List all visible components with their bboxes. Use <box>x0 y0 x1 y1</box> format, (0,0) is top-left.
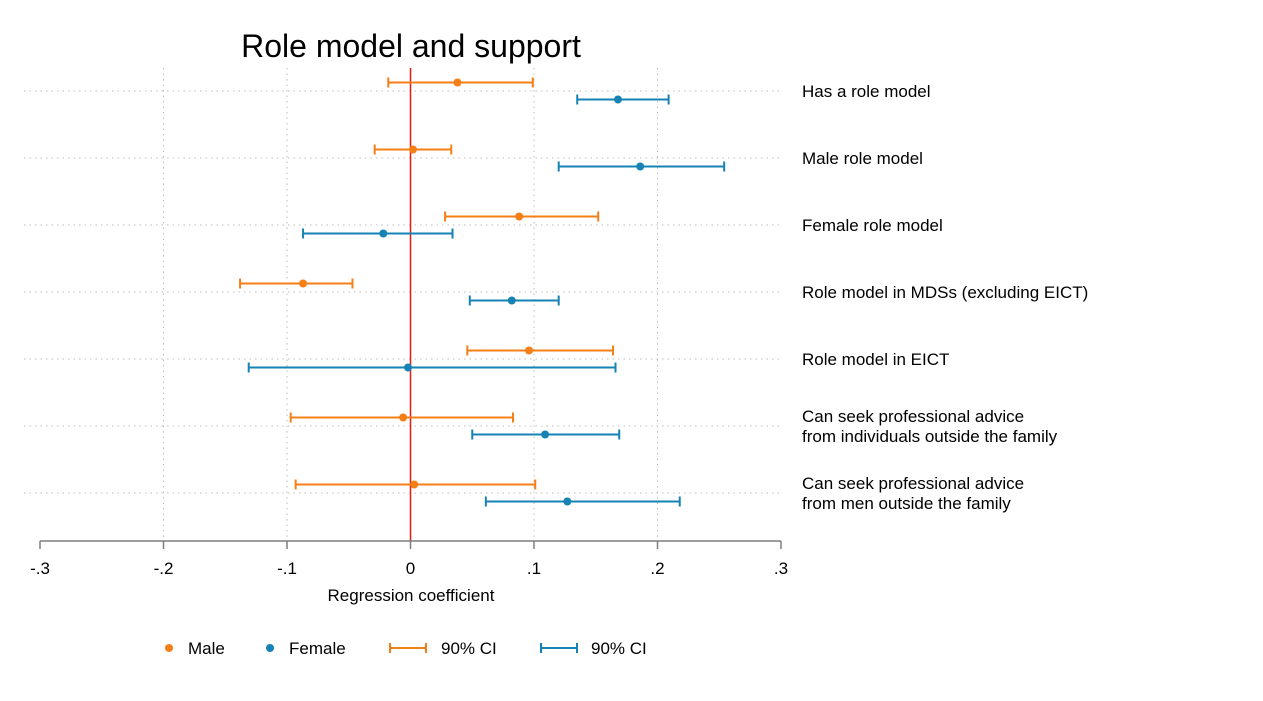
x-tick-label: .1 <box>527 559 541 578</box>
x-axis: -.3 -.2 -.1 0 .1 .2 .3 <box>30 540 788 578</box>
legend-male-ci-label: 90% CI <box>441 639 497 658</box>
female-point-estimate <box>507 296 516 305</box>
category-label-line: from individuals outside the family <box>802 427 1058 446</box>
legend-female-marker <box>266 644 274 652</box>
category-label-line: Role model in EICT <box>802 350 949 369</box>
category-label-line: Male role model <box>802 149 923 168</box>
data-marks <box>239 77 726 507</box>
legend: Male Female 90% CI 90% CI <box>165 639 647 658</box>
category-label: Female role model <box>802 216 943 235</box>
female-point-estimate <box>563 497 572 506</box>
female-point-estimate <box>379 229 388 238</box>
x-tick-label: -.2 <box>154 559 174 578</box>
category-label: Role model in MDSs (excluding EICT) <box>802 283 1088 302</box>
legend-male-label: Male <box>188 639 225 658</box>
category-label: Can seek professional advice from men out… <box>802 474 1024 513</box>
female-point-estimate <box>541 430 550 439</box>
category-label-line: Has a role model <box>802 82 931 101</box>
gridlines <box>24 68 781 541</box>
x-tick-label: .2 <box>650 559 664 578</box>
legend-female-ci-label: 90% CI <box>591 639 647 658</box>
chart-title: Role model and support <box>241 28 581 64</box>
category-label-line: from men outside the family <box>802 494 1011 513</box>
x-tick-label: .3 <box>774 559 788 578</box>
x-tick-label: -.1 <box>277 559 297 578</box>
legend-female-label: Female <box>289 639 346 658</box>
male-point-estimate <box>453 78 462 87</box>
category-label: Has a role model <box>802 82 931 101</box>
x-axis-title: Regression coefficient <box>328 586 495 605</box>
category-label-line: Role model in MDSs (excluding EICT) <box>802 283 1088 302</box>
category-label-line: Female role model <box>802 216 943 235</box>
category-label: Can seek professional advice from individ… <box>802 407 1058 446</box>
male-point-estimate <box>408 145 417 154</box>
male-point-estimate <box>410 480 419 489</box>
category-label-line: Can seek professional advice <box>802 407 1024 426</box>
category-labels: Has a role model Male role model Female ro… <box>802 82 1088 513</box>
female-point-estimate <box>636 162 645 171</box>
female-point-estimate <box>404 363 413 372</box>
male-point-estimate <box>515 212 524 221</box>
category-label: Male role model <box>802 149 923 168</box>
male-point-estimate <box>525 346 534 355</box>
x-tick-label: -.3 <box>30 559 50 578</box>
category-label-line: Can seek professional advice <box>802 474 1024 493</box>
category-label: Role model in EICT <box>802 350 949 369</box>
female-point-estimate <box>613 95 622 104</box>
legend-male-marker <box>165 644 173 652</box>
male-point-estimate <box>399 413 408 422</box>
x-tick-label: 0 <box>406 559 415 578</box>
male-point-estimate <box>299 279 308 288</box>
